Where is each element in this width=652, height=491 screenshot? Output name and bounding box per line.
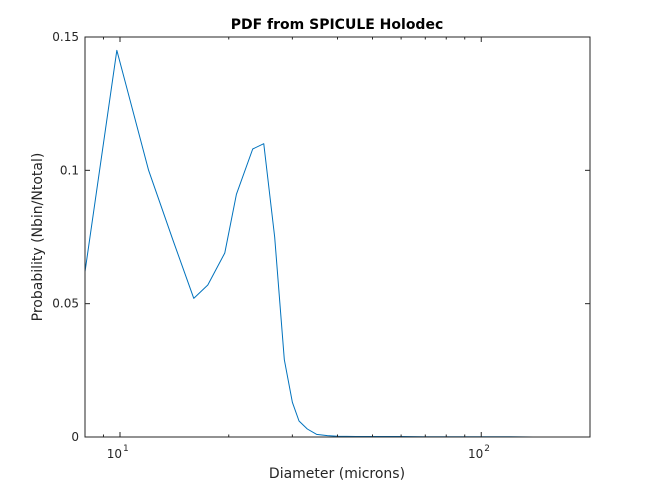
y-axis-label: Probability (Nbin/Ntotal) xyxy=(30,153,46,322)
plot-area xyxy=(85,37,590,437)
x-tick-exponent: 2 xyxy=(484,444,490,454)
y-tick-label: 0.1 xyxy=(60,163,79,177)
x-tick-label: 10 xyxy=(468,447,483,461)
chart-title: PDF from SPICULE Holodec xyxy=(231,17,444,33)
x-tick-exponent: 1 xyxy=(123,444,129,454)
y-tick-label: 0.15 xyxy=(52,30,79,44)
y-tick-label: 0.05 xyxy=(52,297,79,311)
x-axis-label: Diameter (microns) xyxy=(269,466,405,482)
x-tick-label: 10 xyxy=(107,447,122,461)
y-tick-label: 0 xyxy=(71,430,79,444)
